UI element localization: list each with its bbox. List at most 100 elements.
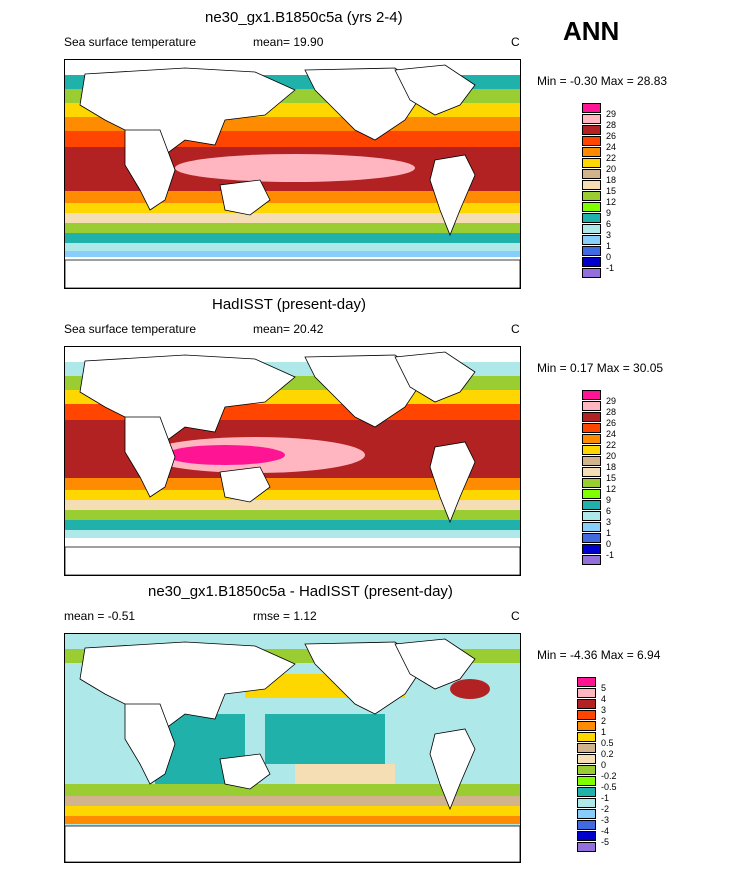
panel-3-legend-tick: -0.2 (601, 771, 617, 781)
panel-3-unit-label: C (511, 609, 520, 623)
panel-3-legend-tick: -3 (601, 815, 610, 825)
panel-2-legend-tick: -1 (606, 550, 615, 560)
panel-3-legend: 5 4 3 2 1 0.5 0.2 0 -0.2 -0.5 -1 -2 -3 -… (577, 677, 637, 857)
panel-1-legend-tick: 0 (606, 252, 612, 262)
panel-2-legend-swatch (582, 555, 601, 565)
panel-2-legend-tick: 18 (606, 462, 617, 472)
panel-2-legend-swatch (582, 456, 601, 466)
panel-3-title: ne30_gx1.B1850c5a - HadISST (present-day… (148, 583, 453, 600)
panel-3-legend-swatch (577, 842, 596, 852)
panel-1-map-svg (65, 60, 520, 288)
panel-3-legend-swatch (577, 721, 596, 731)
panel-1-legend-swatch (582, 125, 601, 135)
panel-2-legend: 29 28 26 24 22 20 18 15 12 9 6 3 1 0 -1 (582, 390, 642, 570)
panel-3-legend-swatch (577, 710, 596, 720)
panel-2-legend-swatch (582, 401, 601, 411)
panel-3-minmax-label: Min = -4.36 Max = 6.94 (537, 648, 661, 662)
panel-3-rmse-label: rmse = 1.12 (253, 609, 317, 623)
panel-3-legend-tick: -4 (601, 826, 610, 836)
panel-3-legend-tick: 5 (601, 683, 607, 693)
panel-3-legend-tick: -1 (601, 793, 610, 803)
panel-1-legend-swatch (582, 158, 601, 168)
panel-1-legend: 29 28 26 24 22 20 18 15 12 9 6 3 1 0 -1 (582, 103, 642, 283)
panel-1-legend-swatch (582, 224, 601, 234)
panel-2-legend-swatch (582, 390, 601, 400)
panel-1-legend-tick: 3 (606, 230, 612, 240)
season-label: ANN (563, 16, 620, 46)
panel-1-legend-tick: -1 (606, 263, 615, 273)
panel-1-legend-tick: 15 (606, 186, 617, 196)
panel-1-legend-tick: 12 (606, 197, 617, 207)
panel-3-legend-swatch (577, 776, 596, 786)
panel-3-legend-swatch (577, 743, 596, 753)
panel-1-map (64, 59, 521, 289)
panel-1-legend-tick: 1 (606, 241, 612, 251)
panel-2-legend-swatch (582, 445, 601, 455)
panel-3-legend-tick: 0.2 (601, 749, 614, 759)
panel-1-unit-label: C (511, 35, 520, 49)
panel-1-legend-tick: 18 (606, 175, 617, 185)
panel-3-legend-swatch (577, 699, 596, 709)
panel-2-legend-tick: 3 (606, 517, 612, 527)
panel-3-legend-tick: 1 (601, 727, 607, 737)
panel-1-legend-tick: 9 (606, 208, 612, 218)
panel-1-variable-label: Sea surface temperature (64, 35, 197, 49)
panel-3-legend-tick: 2 (601, 716, 607, 726)
panel-3-legend-swatch (577, 787, 596, 797)
panel-2-legend-tick: 24 (606, 429, 617, 439)
panel-3-mean-label: mean = -0.51 (64, 609, 136, 623)
panel-3-legend-tick: -0.5 (601, 782, 617, 792)
panel-1-legend-swatch (582, 202, 601, 212)
panel-2-legend-swatch (582, 478, 601, 488)
panel-3-legend-tick: 0.5 (601, 738, 614, 748)
panel-3-legend-tick: 3 (601, 705, 607, 715)
panel-2-legend-swatch (582, 544, 601, 554)
panel-1-legend-swatch (582, 235, 601, 245)
panel-1-legend-tick: 26 (606, 131, 617, 141)
panel-1-legend-swatch (582, 147, 601, 157)
panel-2-legend-tick: 26 (606, 418, 617, 428)
panel-2-legend-tick: 28 (606, 407, 617, 417)
panel-2-legend-swatch (582, 522, 601, 532)
panel-1-legend-swatch (582, 180, 601, 190)
panel-3-map-svg (65, 634, 520, 862)
panel-2-legend-swatch (582, 511, 601, 521)
panel-1-mean-label: mean= 19.90 (253, 35, 324, 49)
panel-2-legend-tick: 15 (606, 473, 617, 483)
panel-1-legend-tick: 29 (606, 109, 617, 119)
panel-1-legend-tick: 6 (606, 219, 612, 229)
panel-1-legend-tick: 24 (606, 142, 617, 152)
panel-1-legend-tick: 20 (606, 164, 617, 174)
panel-2-legend-tick: 20 (606, 451, 617, 461)
panel-3-legend-tick: -5 (601, 837, 610, 847)
panel-3-legend-swatch (577, 831, 596, 841)
panel-3-legend-swatch (577, 688, 596, 698)
panel-1-legend-tick: 22 (606, 153, 617, 163)
panel-3-legend-tick: 4 (601, 694, 607, 704)
panel-2-legend-swatch (582, 423, 601, 433)
panel-3-legend-swatch (577, 677, 596, 687)
panel-2-legend-tick: 1 (606, 528, 612, 538)
panel-2-legend-tick: 22 (606, 440, 617, 450)
panel-3-map (64, 633, 521, 863)
panel-2-map (64, 346, 521, 576)
panel-1-legend-swatch (582, 268, 601, 278)
panel-1-legend-swatch (582, 103, 601, 113)
panel-2-title: HadISST (present-day) (212, 296, 366, 313)
panel-1-legend-tick: 28 (606, 120, 617, 130)
panel-1-legend-swatch (582, 246, 601, 256)
panel-2-map-svg (65, 347, 520, 575)
panel-3-legend-swatch (577, 732, 596, 742)
panel-1-minmax-label: Min = -0.30 Max = 28.83 (537, 74, 668, 88)
panel-3-legend-swatch (577, 754, 596, 764)
panel-2-legend-tick: 0 (606, 539, 612, 549)
panel-3-legend-swatch (577, 765, 596, 775)
panel-2-legend-tick: 29 (606, 396, 617, 406)
panel-1-title: ne30_gx1.B1850c5a (yrs 2-4) (205, 9, 403, 26)
panel-2-variable-label: Sea surface temperature (64, 322, 197, 336)
panel-2-legend-tick: 6 (606, 506, 612, 516)
panel-3-legend-swatch (577, 809, 596, 819)
panel-2-minmax-label: Min = 0.17 Max = 30.05 (537, 361, 664, 375)
panel-2-legend-swatch (582, 434, 601, 444)
panel-1-legend-swatch (582, 257, 601, 267)
